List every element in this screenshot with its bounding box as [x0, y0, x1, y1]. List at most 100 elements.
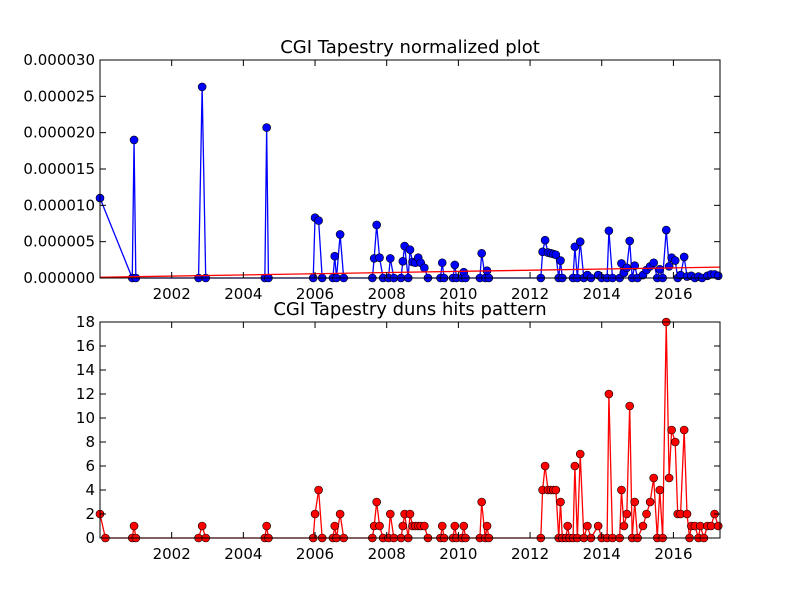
normalized-series-0-point — [314, 216, 323, 225]
normalized-y-tick-label: 0.000025 — [23, 87, 95, 105]
duns-hits-series-0-point — [622, 509, 632, 519]
duns-hits-x-tick-label: 2016 — [654, 545, 692, 563]
duns-hits-series-0-point — [630, 497, 640, 507]
normalized-series-0-point — [197, 82, 207, 92]
duns-hits-series-0-point — [617, 485, 626, 495]
normalized-series-0-point — [575, 237, 585, 246]
normalized-plot: CGI Tapestry normalized plot 2002 2004 200… — [23, 37, 723, 303]
duns-hits-series-0-point — [645, 497, 655, 507]
duns-hits-series-0-point — [335, 509, 345, 519]
normalized-series-0-point — [437, 258, 447, 268]
duns-hits-y-tick-label: 10 — [76, 409, 95, 427]
normalized-series-0-point — [450, 260, 460, 270]
duns-hits-series-0-point — [625, 401, 634, 411]
normalized-series-0-point — [570, 242, 580, 252]
duns-hits-series-0-point — [563, 521, 572, 531]
duns-hits-series-0-point — [575, 449, 585, 459]
normalized-series-0-point — [262, 123, 271, 132]
duns-hits-series-0-point — [570, 461, 580, 471]
duns-hits-series-0-point — [375, 521, 384, 531]
normalized-series-0-point — [664, 262, 674, 271]
duns-hits-x-tick-label: 2008 — [368, 545, 406, 563]
duns-hits-series-0-point — [314, 485, 323, 495]
duns-hits-series-0-point — [330, 521, 340, 531]
duns-hits-series-0-point — [477, 497, 486, 507]
normalized-series-0-point — [385, 254, 395, 263]
duns-hits-series-0-point — [420, 521, 429, 531]
normalized-x-tick-label: 2012 — [511, 285, 549, 303]
duns-hits-y-tick-label: 2 — [85, 505, 95, 523]
duns-hits-series-0-point — [655, 485, 665, 495]
duns-hits-y-tick-label: 6 — [85, 457, 95, 475]
normalized-x-tick-label: 2010 — [439, 285, 477, 303]
normalized-series-1-line — [99, 266, 721, 278]
duns-hits-series-0-point — [638, 521, 648, 531]
duns-hits-series-0-point — [482, 521, 492, 531]
normalized-y-tick-label: 0.000030 — [23, 51, 95, 69]
normalized-series-0-point — [661, 225, 671, 235]
duns-hits-series-0-point — [262, 521, 271, 531]
normalized-series-0-point — [625, 236, 634, 246]
normalized-x-tick-label: 2014 — [583, 285, 621, 303]
normalized-series-0-point — [405, 245, 415, 254]
duns-hits-series-0-point — [459, 521, 469, 531]
normalized-series-0-point — [540, 235, 550, 245]
duns-hits-y-tick-label: 16 — [76, 337, 95, 355]
normalized-y-tick-label: 0.000015 — [23, 160, 95, 178]
normalized-series-0-point — [556, 256, 565, 265]
duns-hits-series-0-point — [667, 425, 676, 435]
normalized-x-tick-label: 2006 — [296, 285, 334, 303]
normalized-series-0-point — [604, 226, 614, 236]
normalized-y-tick-label: 0.000010 — [23, 196, 95, 214]
duns-hits-axes-frame — [99, 321, 721, 539]
normalized-series-0-point — [679, 252, 689, 262]
duns-hits-y-tick-label: 14 — [76, 361, 95, 379]
duns-hits-series-0-point — [583, 521, 592, 531]
normalized-series-0-point — [129, 135, 139, 145]
duns-hits-x-tick-label: 2002 — [153, 545, 191, 563]
normalized-series-0-point — [551, 250, 561, 260]
duns-hits-series-0-point — [129, 521, 139, 531]
duns-hits-series-0-point — [642, 509, 651, 519]
duns-hits-series-0-point — [556, 497, 565, 507]
normalized-x-tick-label: 2002 — [153, 285, 191, 303]
normalized-x-tick-label: 2008 — [368, 285, 406, 303]
duns-hits-x-tick-label: 2012 — [511, 545, 549, 563]
duns-hits-x-tick-label: 2010 — [439, 545, 477, 563]
duns-hits-series-0-point — [385, 509, 395, 519]
duns-hits-series-0-point — [682, 509, 692, 519]
duns-hits-plot-title: CGI Tapestry duns hits pattern — [273, 299, 546, 320]
duns-hits-series-0-point — [450, 521, 460, 531]
normalized-plot-title: CGI Tapestry normalized plot — [280, 37, 540, 58]
duns-hits-series-0-point — [619, 521, 629, 531]
duns-hits-series-0-point — [679, 425, 689, 435]
duns-hits-series-0-point — [437, 521, 447, 531]
duns-hits-y-tick-label: 12 — [76, 385, 95, 403]
normalized-series-0-point — [330, 251, 340, 261]
normalized-y-tick-label: 0.000000 — [23, 269, 95, 287]
duns-hits-x-tick-label: 2004 — [224, 545, 262, 563]
normalized-series-0-point — [398, 256, 408, 266]
normalized-series-0-point — [420, 263, 429, 273]
duns-hits-series-0-point — [398, 521, 408, 531]
duns-hits-x-tick-label: 2006 — [296, 545, 334, 563]
duns-hits-plot: CGI Tapestry duns hits pattern 2002 2004 2… — [76, 299, 723, 563]
duns-hits-y-tick-label: 4 — [85, 481, 95, 499]
duns-hits-series-0-point — [664, 473, 674, 483]
duns-hits-y-tick-label: 8 — [85, 433, 95, 451]
duns-hits-series-0-point — [197, 521, 207, 531]
normalized-series-0-point — [670, 256, 680, 265]
duns-hits-series-0-point — [540, 461, 550, 471]
duns-hits-series-0-point — [593, 521, 603, 531]
normalized-y-tick-label: 0.000005 — [23, 233, 95, 251]
duns-hits-series-0-point — [372, 497, 381, 507]
normalized-series-0-point — [477, 248, 486, 258]
normalized-series-0-point — [630, 261, 640, 270]
normalized-series-0-point — [649, 258, 659, 268]
normalized-series-0-point — [622, 263, 632, 273]
normalized-series-0-point — [372, 220, 381, 230]
duns-hits-series-0-point — [713, 521, 723, 531]
normalized-y-tick-label: 0.000020 — [23, 124, 95, 142]
